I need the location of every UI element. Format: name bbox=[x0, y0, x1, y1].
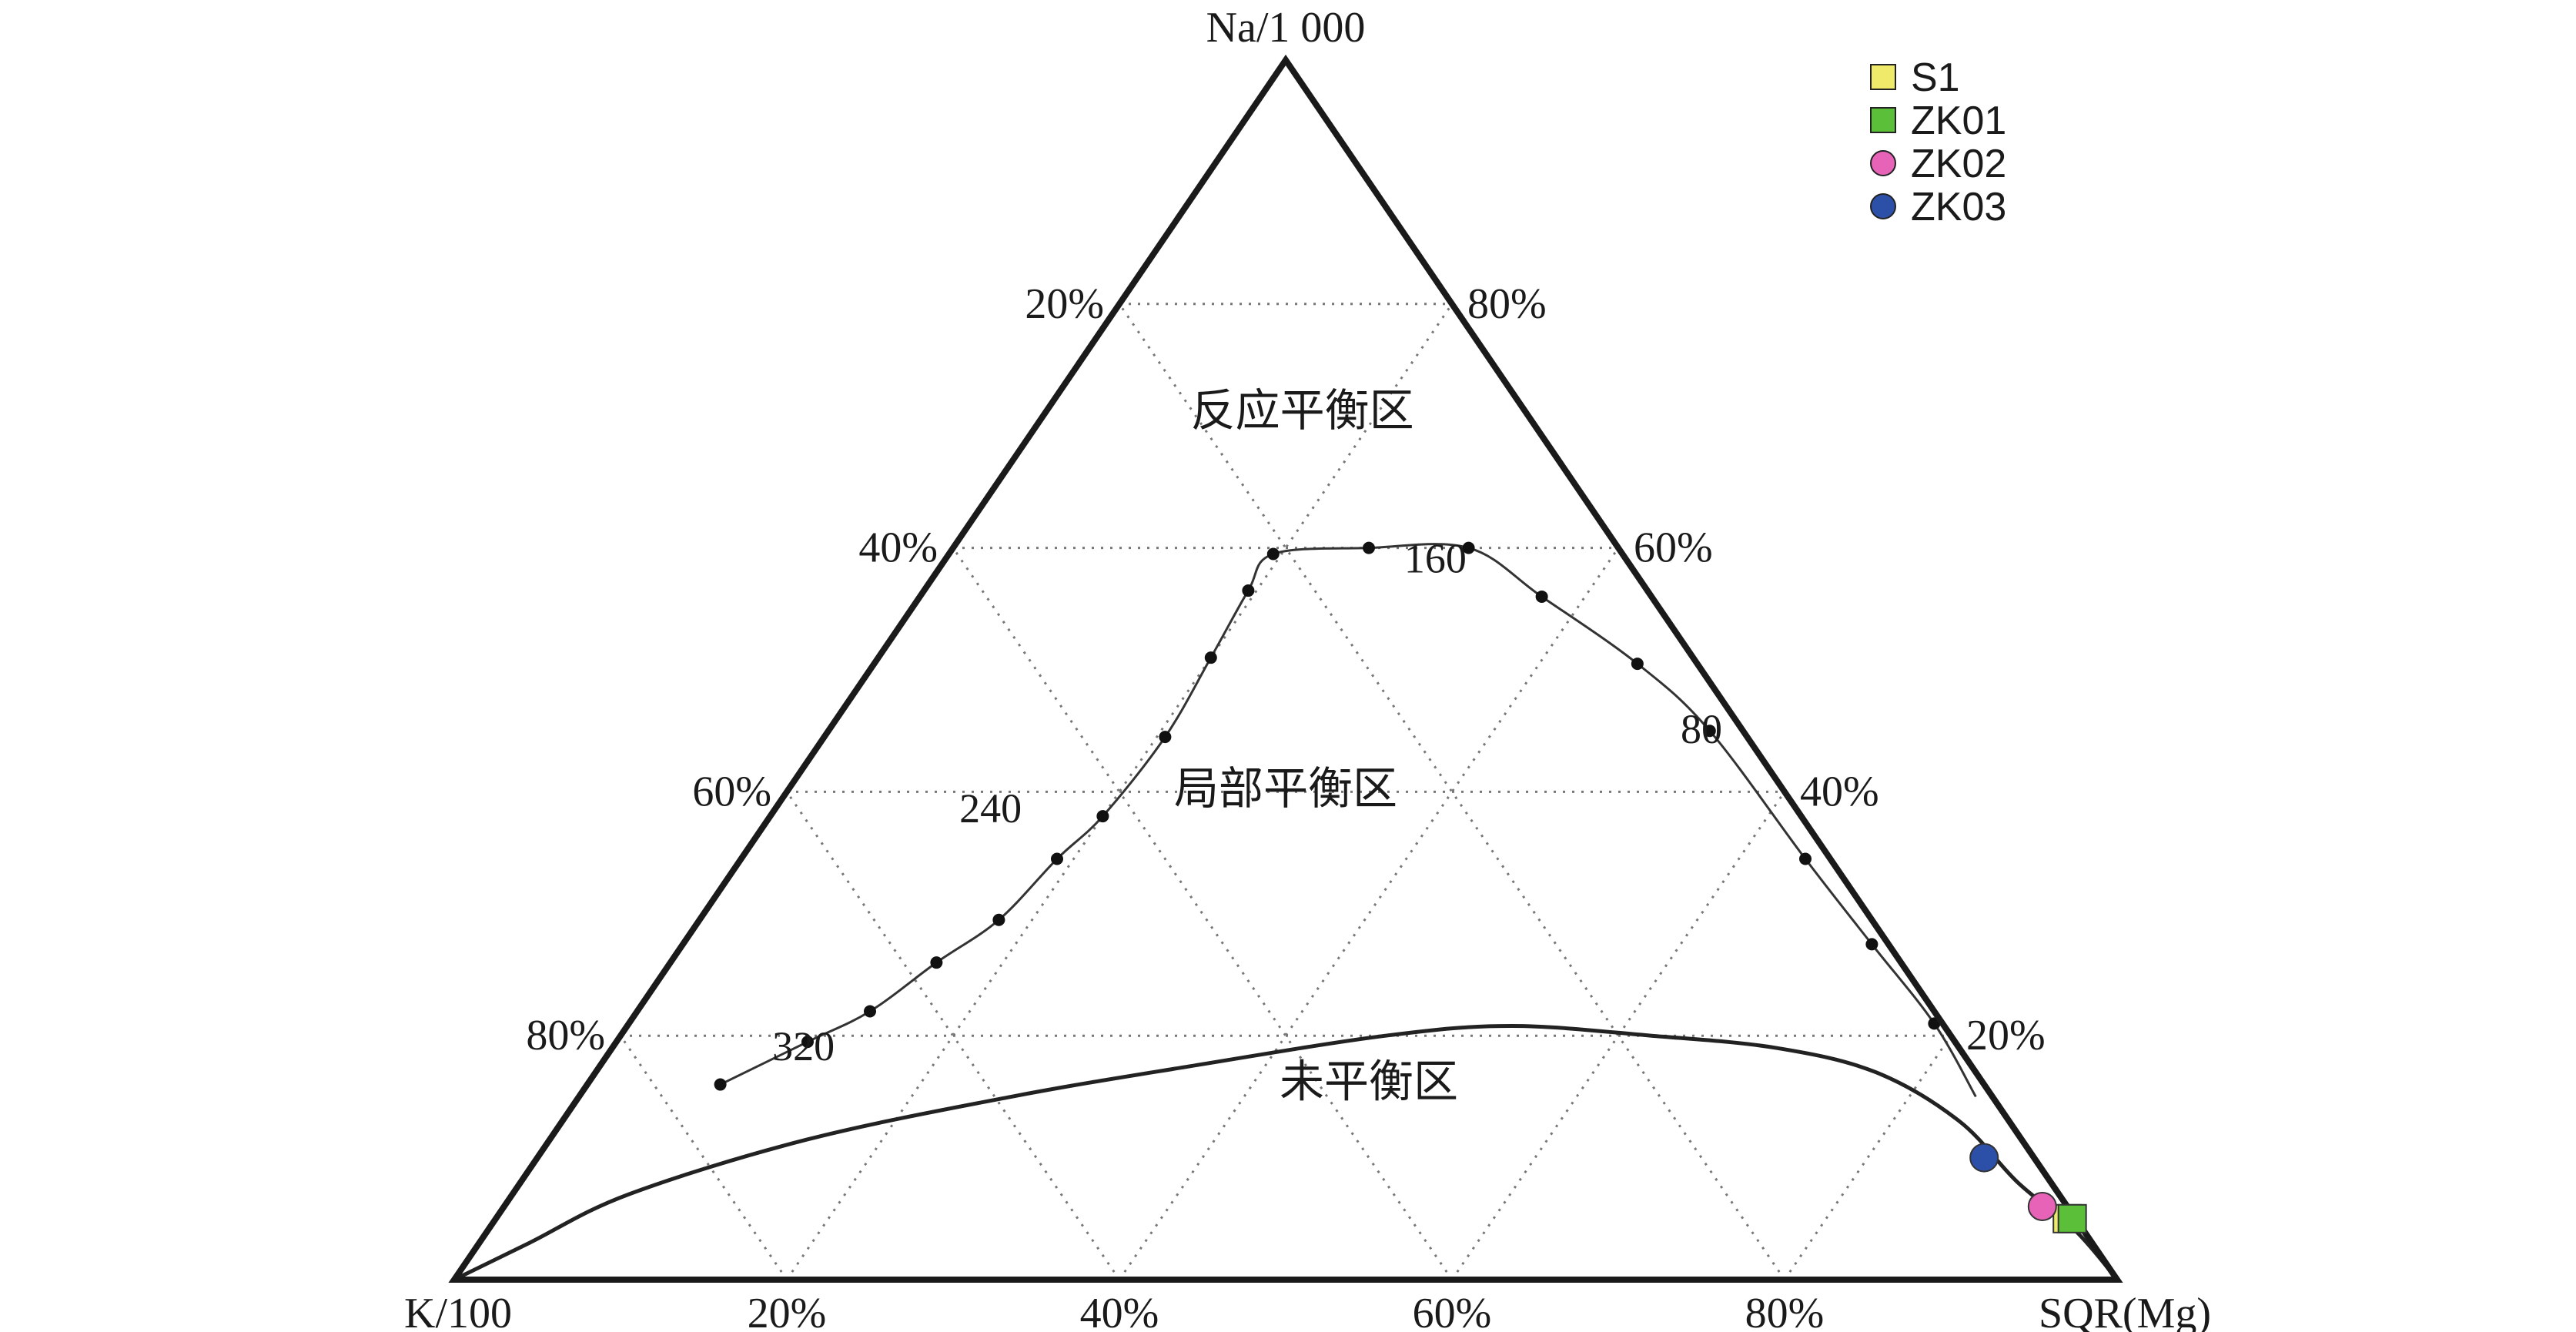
isotherm-point bbox=[1631, 658, 1644, 671]
legend-label: ZK03 bbox=[1911, 185, 2006, 229]
isotherm-point bbox=[1051, 852, 1063, 865]
curves bbox=[453, 541, 2119, 1282]
tick-label-left: 20% bbox=[1025, 280, 1104, 328]
vertex-label-top: Na/1 000 bbox=[1206, 4, 1366, 52]
tick-labels: 20% 40% 60% 80% 80% 60% 40% 20% 20% 40% 60% 80% bbox=[526, 280, 2045, 1332]
triangle-outline bbox=[448, 54, 2123, 1283]
vertex-label-right: SQR(Mg) bbox=[2039, 1290, 2211, 1332]
region-label: 未平衡区 bbox=[1280, 1055, 1458, 1107]
isotherm-point bbox=[930, 956, 943, 969]
isotherm-point bbox=[1159, 731, 1172, 744]
region-label: 反应平衡区 bbox=[1191, 384, 1414, 437]
isotherm-point bbox=[864, 1005, 876, 1018]
point-zk03 bbox=[1969, 1143, 1999, 1173]
tick-label-bottom: 40% bbox=[1080, 1290, 1159, 1332]
temperature-label: 160 bbox=[1404, 535, 1467, 581]
legend-label: ZK02 bbox=[1911, 142, 2006, 186]
isotherm-point bbox=[1242, 584, 1255, 597]
isotherm-point bbox=[1096, 810, 1109, 823]
tick-label-left: 40% bbox=[858, 524, 938, 572]
legend-label: ZK01 bbox=[1911, 99, 2006, 143]
isotherm-point bbox=[1703, 725, 1716, 738]
tick-label-left: 60% bbox=[692, 768, 771, 815]
region-label: 局部平衡区 bbox=[1174, 762, 1397, 815]
isotherm-point bbox=[714, 1078, 727, 1091]
tick-label-bottom: 80% bbox=[1745, 1290, 1825, 1332]
tick-label-right: 80% bbox=[1467, 280, 1547, 328]
legend-label: S1 bbox=[1911, 55, 1960, 100]
legend-marker bbox=[1870, 64, 1896, 90]
tick-label-right: 40% bbox=[1800, 768, 1879, 815]
tick-label-right: 20% bbox=[1966, 1012, 2046, 1059]
tick-label-right: 60% bbox=[1634, 524, 1713, 572]
grid-line bbox=[1783, 1035, 1952, 1280]
tick-label-bottom: 60% bbox=[1413, 1290, 1492, 1332]
isotherm-point bbox=[1266, 547, 1280, 561]
data-points bbox=[1969, 1143, 2087, 1233]
isotherm-point bbox=[1865, 938, 1878, 951]
temperature-label: 80 bbox=[1681, 706, 1722, 752]
isotherm-point bbox=[1363, 541, 1375, 554]
point-zk01 bbox=[2057, 1203, 2087, 1233]
legend-marker bbox=[1870, 107, 1896, 133]
grid-lines bbox=[619, 303, 1952, 1280]
isotherm-point bbox=[1535, 590, 1548, 603]
tick-label-bottom: 20% bbox=[748, 1290, 827, 1332]
tick-label-left: 80% bbox=[526, 1012, 605, 1059]
isotherm-curve bbox=[719, 543, 1977, 1098]
point-zk02 bbox=[2027, 1191, 2057, 1221]
legend-marker bbox=[1870, 193, 1896, 219]
vertex-label-left: K/100 bbox=[404, 1290, 512, 1332]
isotherm-point bbox=[1204, 651, 1217, 664]
full-equilibrium-line bbox=[453, 1024, 2119, 1282]
legend-marker bbox=[1870, 150, 1896, 176]
temperature-label: 240 bbox=[959, 785, 1022, 832]
temperature-label: 320 bbox=[772, 1023, 835, 1069]
triangle-frame bbox=[448, 54, 2123, 1283]
grid-line bbox=[1118, 547, 1620, 1280]
grid-line bbox=[952, 547, 1454, 1280]
isotherm-point bbox=[992, 913, 1005, 926]
isotherm-point bbox=[801, 1036, 814, 1049]
grid-line bbox=[619, 1035, 788, 1280]
isotherm-point bbox=[1799, 852, 1812, 865]
isotherm-point bbox=[1462, 541, 1475, 554]
